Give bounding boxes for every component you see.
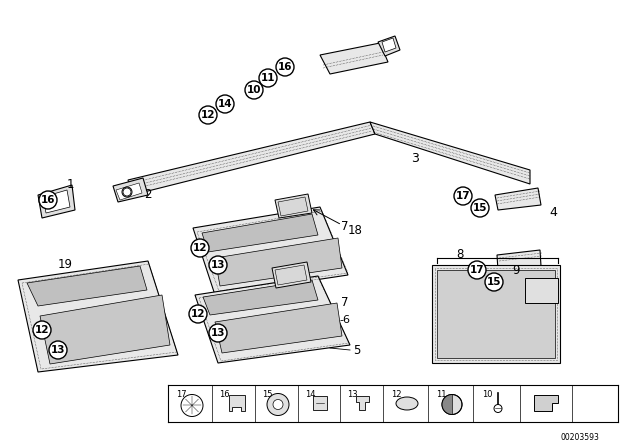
Circle shape [276,58,294,76]
Polygon shape [18,261,178,372]
Text: 00203593: 00203593 [561,434,600,443]
Text: 10: 10 [247,85,261,95]
Circle shape [189,305,207,323]
Circle shape [33,321,51,339]
Circle shape [454,187,472,205]
Text: 15: 15 [487,277,501,287]
Text: 16: 16 [41,195,55,205]
Text: 12: 12 [35,325,49,335]
Circle shape [273,400,283,409]
Text: 17: 17 [176,390,186,399]
Polygon shape [437,270,555,358]
Circle shape [259,69,277,87]
Polygon shape [313,396,327,410]
Text: 4: 4 [549,207,557,220]
Text: 13: 13 [51,345,65,355]
Text: 11: 11 [260,73,275,83]
Text: 14: 14 [218,99,232,109]
Text: 17: 17 [456,191,470,201]
Polygon shape [272,262,311,288]
Text: 13: 13 [211,260,225,270]
Polygon shape [356,396,369,410]
Wedge shape [442,395,452,414]
Text: 19: 19 [58,258,72,271]
Text: 7: 7 [341,220,349,233]
Text: 18: 18 [348,224,362,237]
Text: 1: 1 [67,178,74,191]
Polygon shape [43,190,70,213]
Polygon shape [525,278,558,303]
Polygon shape [278,197,308,216]
Text: 3: 3 [411,151,419,164]
Ellipse shape [396,397,418,410]
Circle shape [442,395,462,414]
Text: 7: 7 [341,296,349,309]
Circle shape [191,239,209,257]
Polygon shape [497,250,543,302]
Polygon shape [534,396,558,412]
Text: 17: 17 [470,265,484,275]
Text: 2: 2 [144,189,152,202]
Polygon shape [113,178,148,202]
Polygon shape [320,43,388,74]
Polygon shape [195,276,350,363]
Polygon shape [40,295,170,364]
Polygon shape [229,396,245,412]
Circle shape [199,106,217,124]
Circle shape [209,256,227,274]
Polygon shape [378,36,400,56]
Polygon shape [215,238,342,286]
Polygon shape [38,185,75,218]
Polygon shape [203,280,318,315]
Text: 11: 11 [436,390,446,399]
Polygon shape [215,303,342,353]
Circle shape [485,273,503,291]
Polygon shape [116,183,142,200]
Circle shape [49,341,67,359]
Text: 14: 14 [305,390,316,399]
Text: 12: 12 [193,243,207,253]
Text: 5: 5 [353,344,361,357]
Text: 12: 12 [201,110,215,120]
Circle shape [267,393,289,415]
Text: -6: -6 [339,315,351,325]
Text: 15: 15 [262,390,272,399]
Text: 12: 12 [191,309,205,319]
Polygon shape [275,265,307,285]
Polygon shape [202,214,318,252]
Circle shape [468,261,486,279]
Text: 16: 16 [278,62,292,72]
Text: 12: 12 [391,390,401,399]
Text: 13: 13 [211,328,225,338]
Text: 8: 8 [456,249,464,262]
Circle shape [39,191,57,209]
Circle shape [245,81,263,99]
Polygon shape [370,122,530,184]
Text: 15: 15 [473,203,487,213]
Text: 16: 16 [219,390,229,399]
Circle shape [494,405,502,413]
Polygon shape [27,266,147,306]
Circle shape [471,199,489,217]
Polygon shape [193,207,348,295]
Text: 10: 10 [482,390,492,399]
Text: 9: 9 [512,263,520,276]
Polygon shape [382,38,396,52]
Text: 13: 13 [347,390,357,399]
Circle shape [209,324,227,342]
Circle shape [216,95,234,113]
Polygon shape [432,265,560,363]
Polygon shape [275,194,312,218]
Polygon shape [128,122,375,195]
Polygon shape [495,188,541,210]
